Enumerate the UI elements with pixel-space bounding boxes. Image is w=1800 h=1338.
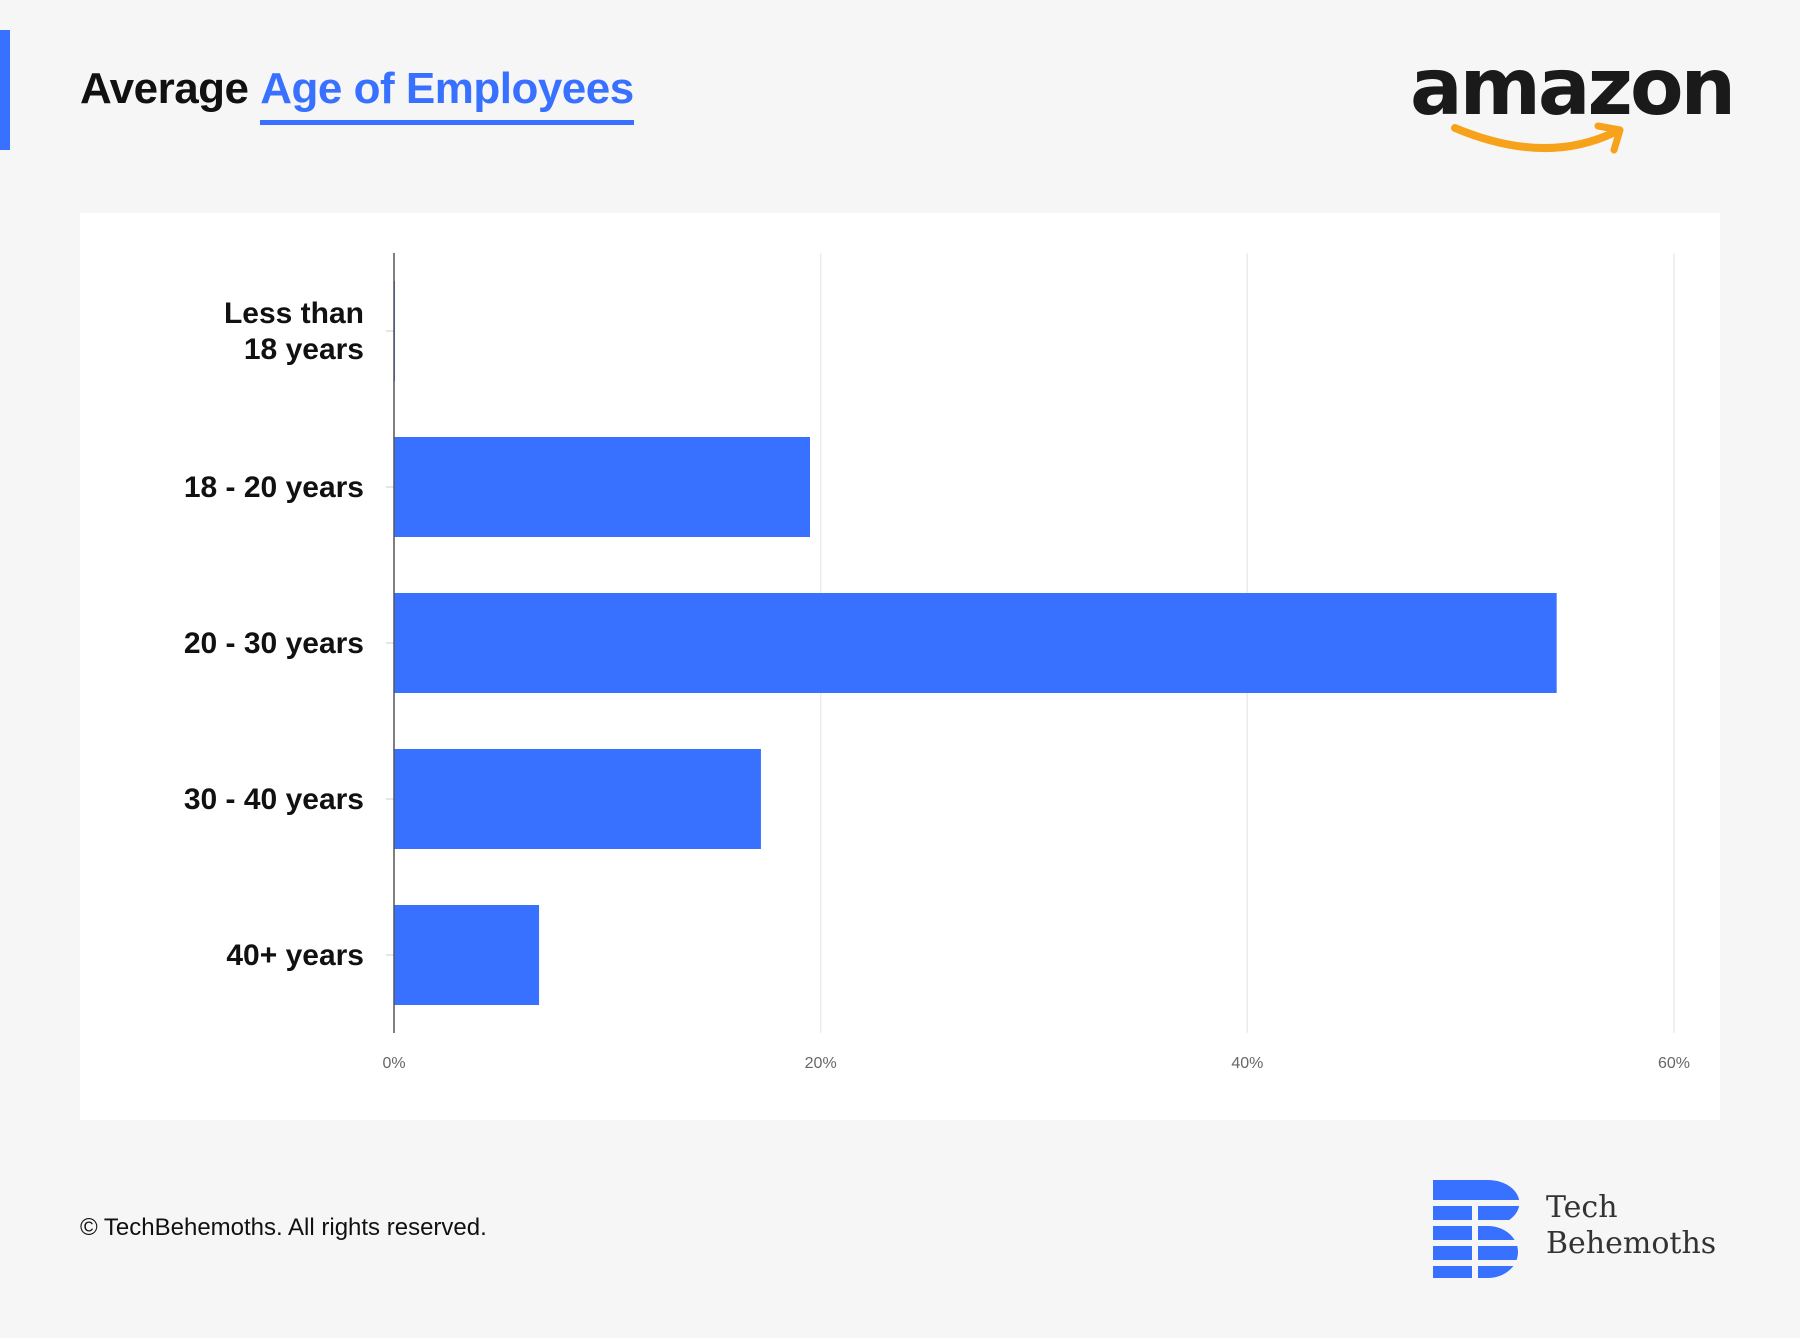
techbehemoths-name: Tech Behemoths [1546,1190,1716,1262]
category-label: 40+ years [226,939,364,972]
title-prefix: Average [80,64,249,113]
techbehemoths-logo-icon [1428,1180,1528,1278]
category-label: Less than 18 years [224,297,364,366]
page-title: Average Age of Employees [80,64,634,125]
x-tick-label: 0% [382,1055,405,1072]
title-highlight: Age of Employees [260,64,634,125]
category-label: 20 - 30 years [184,627,364,660]
accent-bar [0,30,10,150]
category-label: 18 - 20 years [184,471,364,504]
bar-chart: 0% 20% 40% 60% Less than 18 years 18 - 20 year… [184,253,1690,1072]
bar [394,437,810,537]
chart-card: 0% 20% 40% 60% Less than 18 years 18 - 20 year… [80,213,1720,1120]
brand-line-1: Tech [1546,1190,1618,1225]
bar [394,905,540,1005]
footer-copyright: © TechBehemoths. All rights reserved. [80,1214,487,1241]
x-tick-label: 40% [1231,1055,1263,1072]
bar [394,749,761,849]
amazon-smile-arrow-icon [1451,122,1624,154]
x-tick-label: 20% [805,1055,837,1072]
category-label: 30 - 40 years [184,783,364,816]
bar [394,593,1557,693]
x-tick-label: 60% [1658,1055,1690,1072]
amazon-wordmark: amazon [1410,44,1730,133]
brand-line-2: Behemoths [1546,1226,1717,1261]
amazon-logo: amazon [1410,44,1730,154]
